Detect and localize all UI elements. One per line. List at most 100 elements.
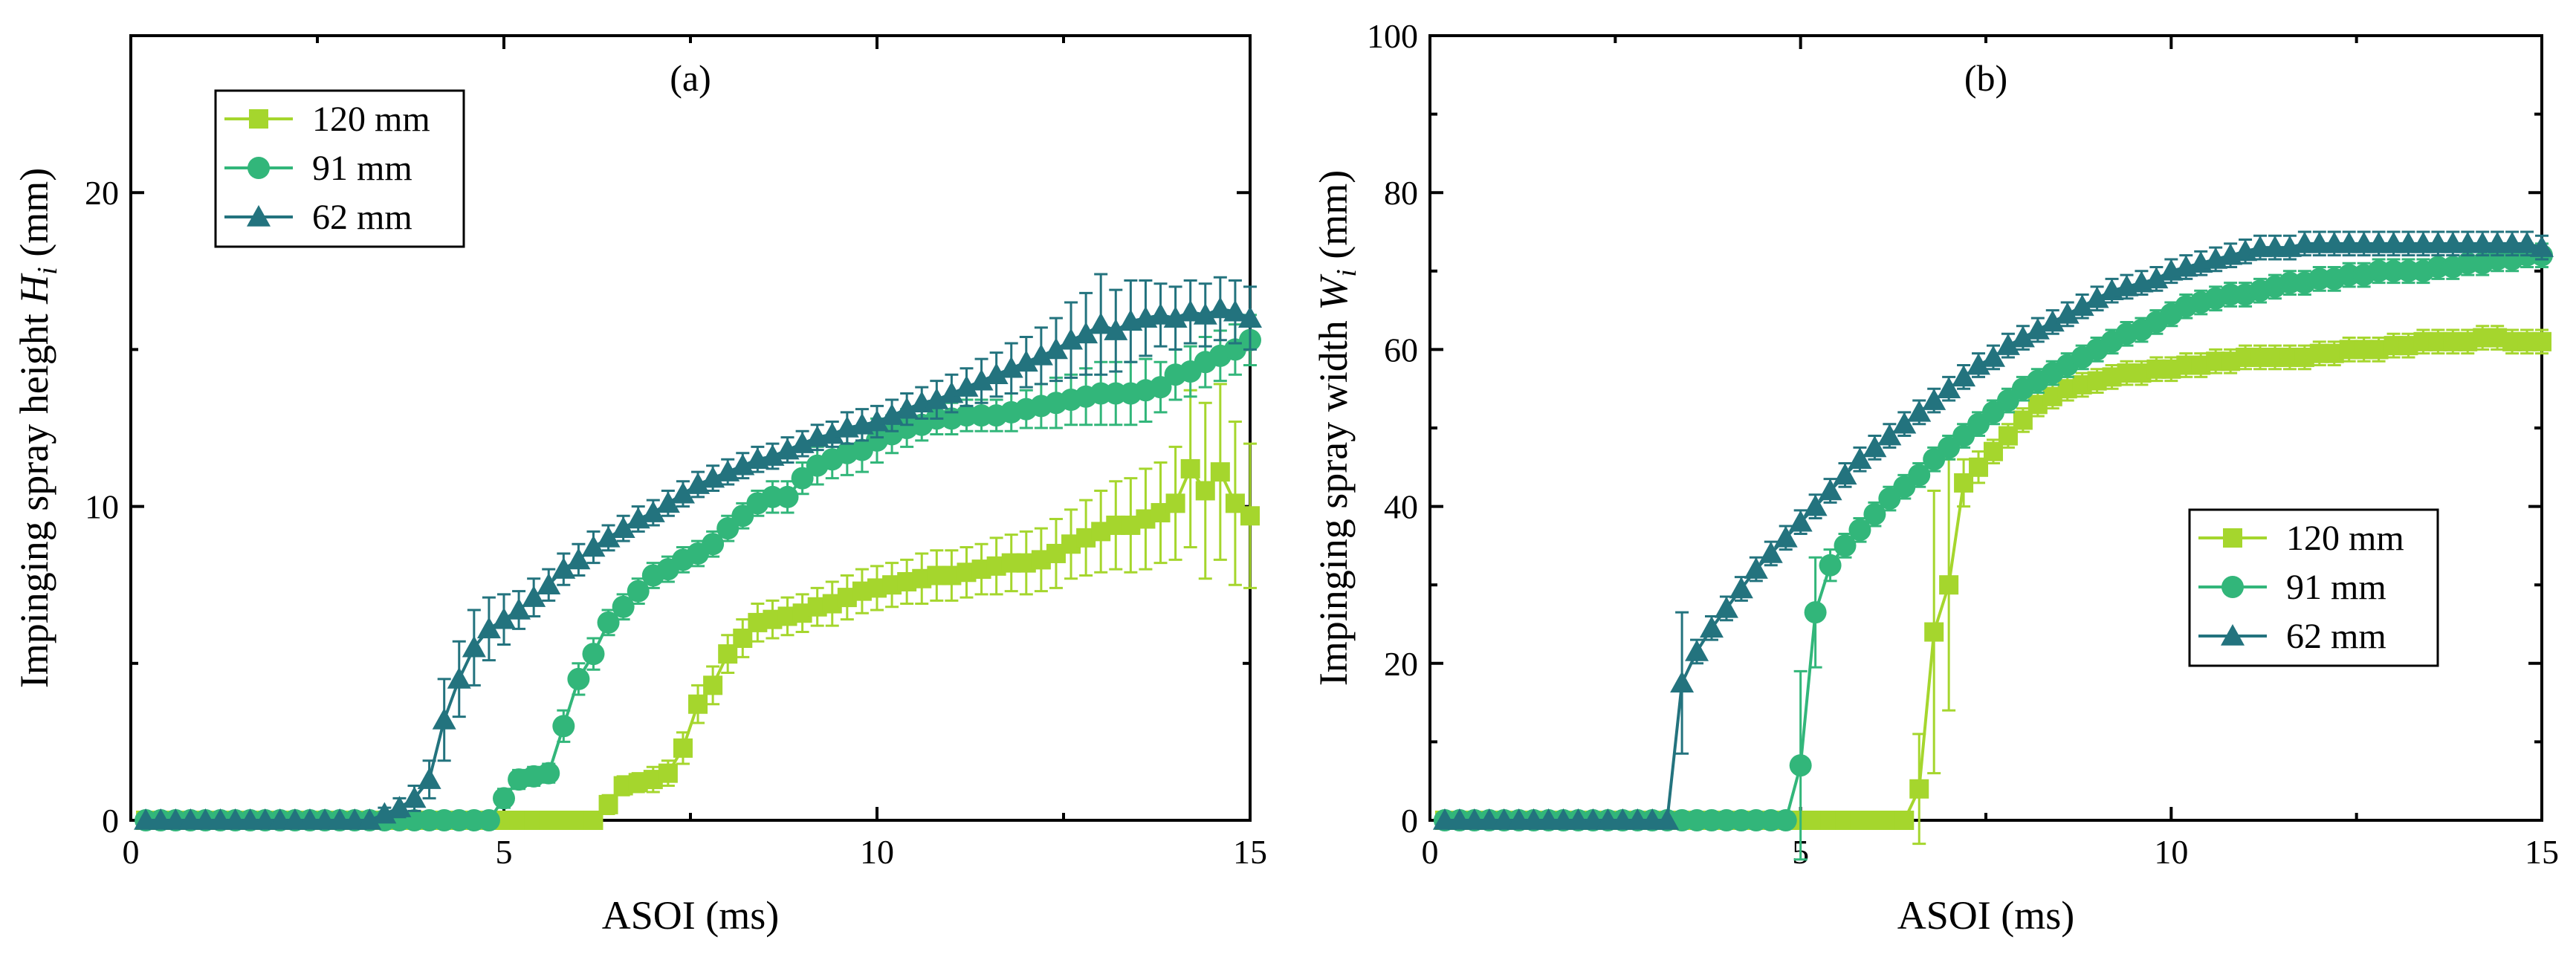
data-point-square-marker bbox=[703, 675, 723, 695]
legend-label: 91 mm bbox=[2286, 568, 2386, 607]
data-point-triangle-marker bbox=[1877, 424, 1902, 446]
data-point-triangle-marker bbox=[865, 409, 889, 432]
legend-circle-marker bbox=[2221, 576, 2244, 598]
x-tick-label: 0 bbox=[123, 833, 140, 871]
data-point-triangle-marker bbox=[447, 666, 471, 689]
data-point-triangle-marker bbox=[1788, 510, 1813, 532]
data-point-square-marker bbox=[673, 738, 693, 758]
data-point-triangle-marker bbox=[1685, 639, 1709, 661]
data-point-triangle-marker bbox=[686, 473, 711, 494]
data-point-triangle-marker bbox=[716, 460, 740, 481]
data-point-square-marker bbox=[658, 763, 678, 783]
data-point-triangle-marker bbox=[1773, 525, 1798, 548]
legend: 120 mm 91 mm 62 mm bbox=[2188, 508, 2439, 667]
data-point-circle-marker bbox=[1834, 534, 1857, 557]
x-axis-title: ASOI (ms) bbox=[1897, 893, 2075, 938]
legend-square-marker bbox=[2223, 528, 2242, 548]
data-point-circle-marker bbox=[597, 611, 620, 634]
y-tick-label: 40 bbox=[1384, 488, 1418, 526]
data-point-triangle-marker bbox=[1892, 412, 1917, 434]
data-point-triangle-marker bbox=[954, 375, 979, 397]
data-point-triangle-marker bbox=[1655, 808, 1680, 830]
x-axis-title: ASOI (ms) bbox=[602, 893, 780, 938]
data-point-triangle-marker bbox=[1996, 334, 2020, 355]
data-point-triangle-marker bbox=[193, 808, 218, 830]
data-point-triangle-marker bbox=[999, 356, 1023, 378]
series-line bbox=[146, 465, 1252, 822]
data-point-triangle-marker bbox=[2025, 318, 2050, 340]
data-point-triangle-marker bbox=[596, 525, 621, 548]
data-point-triangle-marker bbox=[925, 387, 949, 409]
data-point-circle-marker bbox=[1819, 554, 1842, 577]
data-point-triangle-marker bbox=[417, 768, 441, 789]
legend-square-marker bbox=[249, 109, 268, 129]
data-point-circle-marker bbox=[537, 762, 560, 785]
y-tick-label: 60 bbox=[1384, 331, 1418, 369]
data-point-square-marker bbox=[688, 694, 708, 714]
data-point-triangle-marker bbox=[1059, 328, 1084, 350]
data-point-triangle-marker bbox=[880, 403, 904, 425]
panel-a: 0 5 10 15 0 10 20 ASOI (ms) Impinging spray heig… bbox=[12, 34, 1267, 938]
data-point-triangle-marker bbox=[2144, 267, 2169, 289]
data-point-triangle-marker bbox=[1043, 337, 1068, 360]
data-point-triangle-marker bbox=[208, 808, 233, 830]
data-point-triangle-marker bbox=[760, 444, 785, 466]
data-point-circle-marker bbox=[567, 667, 590, 690]
data-point-triangle-marker bbox=[1937, 377, 1961, 398]
data-point-triangle-marker bbox=[1922, 389, 1946, 410]
y-axis-title-symbol: W bbox=[1311, 273, 1356, 311]
legend-label: 62 mm bbox=[2286, 617, 2386, 656]
data-point-triangle-marker bbox=[2055, 302, 2080, 324]
y-tick-label: 20 bbox=[85, 174, 119, 212]
data-point-triangle-marker bbox=[566, 548, 591, 570]
data-point-circle-marker bbox=[1774, 809, 1797, 831]
data-point-triangle-marker bbox=[432, 707, 456, 730]
series-line bbox=[146, 339, 1252, 822]
data-point-circle-marker bbox=[612, 595, 635, 618]
data-point-circle-marker bbox=[1908, 464, 1931, 487]
data-point-triangle-marker bbox=[2010, 325, 2035, 348]
data-point-circle-marker bbox=[716, 517, 740, 540]
data-point-triangle-marker bbox=[1699, 616, 1724, 638]
y-axis-title-subscript: i bbox=[1331, 269, 1362, 277]
data-point-triangle-marker bbox=[1729, 577, 1753, 599]
data-point-circle-marker bbox=[582, 643, 605, 666]
legend-triangle-marker bbox=[247, 205, 271, 227]
data-point-square-marker bbox=[1180, 458, 1200, 478]
data-point-square-marker bbox=[1939, 575, 1959, 595]
data-point-triangle-marker bbox=[492, 607, 516, 629]
data-point-triangle-marker bbox=[895, 397, 919, 419]
legend-label: 91 mm bbox=[312, 149, 412, 188]
data-point-triangle-marker bbox=[626, 507, 650, 529]
data-point-circle-marker bbox=[1789, 754, 1812, 777]
data-point-circle-marker bbox=[1863, 503, 1886, 526]
data-point-triangle-marker bbox=[462, 635, 486, 658]
series-62-mm bbox=[134, 273, 1262, 830]
y-tick-label: 20 bbox=[1384, 645, 1418, 683]
data-point-triangle-marker bbox=[611, 516, 635, 538]
y-tick-label: 0 bbox=[102, 802, 119, 840]
data-point-triangle-marker bbox=[387, 796, 412, 817]
panel-b: 051015020406080100ASOI (ms)Impinging spr… bbox=[1311, 17, 2559, 938]
data-point-circle-marker bbox=[627, 580, 650, 603]
data-point-triangle-marker bbox=[656, 491, 680, 513]
data-point-triangle-marker bbox=[328, 808, 352, 830]
data-point-circle-marker bbox=[1804, 601, 1827, 624]
data-point-triangle-marker bbox=[1744, 557, 1768, 579]
data-point-triangle-marker bbox=[939, 381, 964, 403]
series-62-mm bbox=[1432, 230, 2554, 830]
data-point-triangle-marker bbox=[1670, 671, 1695, 692]
data-point-triangle-marker bbox=[268, 808, 292, 830]
data-point-square-marker bbox=[1195, 481, 1215, 501]
data-point-triangle-marker bbox=[1758, 541, 1783, 563]
data-point-triangle-marker bbox=[1208, 296, 1232, 319]
data-point-triangle-marker bbox=[282, 808, 307, 830]
y-axis-title-suffix: (mm) bbox=[1311, 170, 1356, 269]
data-point-triangle-marker bbox=[1981, 345, 2005, 367]
data-point-triangle-marker bbox=[1014, 350, 1038, 372]
data-point-circle-marker bbox=[1848, 519, 1871, 542]
data-point-triangle-marker bbox=[969, 369, 994, 391]
y-axis-title-subscript: i bbox=[32, 267, 63, 275]
data-point-square-marker bbox=[1240, 506, 1260, 526]
